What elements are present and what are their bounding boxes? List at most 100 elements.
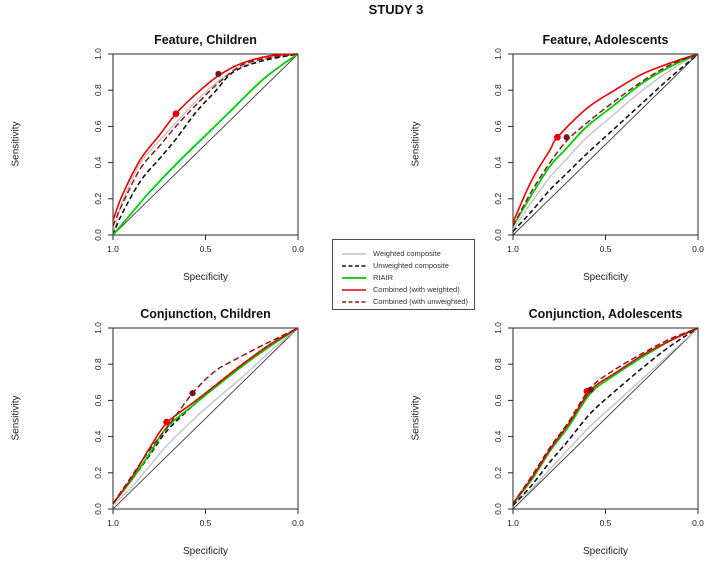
roc-curve-weighted: [512, 53, 699, 230]
roc-curve-riair: [512, 53, 699, 227]
x-tick-label: 0.0: [692, 244, 704, 254]
legend-swatch-unweighted: [342, 256, 366, 274]
y-axis-label-feature-children: Sensitivity: [10, 121, 22, 167]
legend-label: Weighted composite: [373, 248, 441, 258]
panel-feature-children: Feature, Children 0.0 0.2 0.4 0.6 0.8 1.0 1.0 0.…: [75, 28, 315, 290]
y-tick-label: 0.8: [493, 358, 503, 370]
legend-swatch-combined_w: [342, 280, 366, 298]
panel-title: Feature, Adolescents: [543, 33, 669, 47]
x-axis-label: Specificity: [183, 272, 228, 283]
x-tick-label: 0.5: [600, 244, 612, 254]
roc-plot: Conjunction, Adolescents 0.0 0.2 0.4 0.6 0.8 1…: [493, 307, 704, 557]
roc-curve-combined_u: [112, 53, 299, 227]
panel-title: Conjunction, Children: [140, 307, 271, 321]
cutpoint-marker-combined_u: [587, 386, 594, 393]
legend-label: Unweighted composite: [373, 260, 449, 270]
y-tick-label: 0.4: [93, 430, 103, 442]
chance-diagonal-line: [112, 53, 299, 236]
y-tick-label: 0.0: [493, 503, 503, 515]
y-axis-label-conjunction-adolescents: Sensitivity: [410, 395, 422, 441]
panel-feature-adolescents: Feature, Adolescents 0.0 0.2 0.4 0.6 0.8 1.0 1.…: [475, 28, 708, 290]
y-tick-label: 0.0: [93, 503, 103, 515]
y-tick-label: 0.4: [493, 430, 503, 442]
legend-swatch-combined_u: [342, 292, 366, 310]
legend-item-unweighted: Unweighted composite: [342, 259, 474, 271]
roc-curve-weighted: [112, 327, 299, 506]
roc-curve-unweighted: [512, 53, 699, 232]
y-tick-label: 0.0: [493, 229, 503, 241]
roc-curve-weighted: [512, 327, 699, 506]
x-tick-label: 1.0: [507, 518, 519, 528]
cutpoint-marker-combined_w: [172, 110, 180, 118]
panel-conjunction-adolescents: Conjunction, Adolescents 0.0 0.2 0.4 0.6 0.8 1…: [475, 302, 708, 564]
legend-label: Combined (with unweighted): [373, 296, 469, 306]
y-tick-label: 0.6: [93, 394, 103, 406]
x-tick-label: 1.0: [107, 244, 119, 254]
y-tick-label: 1.0: [493, 322, 503, 334]
y-tick-label: 0.4: [93, 156, 103, 168]
y-tick-label: 1.0: [93, 322, 103, 334]
roc-curve-combined_u: [512, 53, 699, 227]
roc-plot: Conjunction, Children 0.0 0.2 0.4 0.6 0.8 1.0 1…: [93, 307, 304, 557]
y-tick-label: 0.8: [493, 84, 503, 96]
y-tick-label: 0.8: [93, 358, 103, 370]
legend-box: Weighted composite Unweighted composite RI…: [332, 239, 475, 310]
cutpoint-marker-combined_w: [163, 418, 171, 426]
x-tick-label: 0.5: [200, 244, 212, 254]
y-tick-label: 0.2: [93, 467, 103, 479]
roc-curve-combined_u: [112, 327, 299, 504]
y-tick-label: 0.8: [93, 84, 103, 96]
y-tick-label: 0.2: [493, 467, 503, 479]
roc-curve-riair: [112, 327, 299, 505]
roc-curve-riair: [512, 327, 699, 505]
panel-title: Feature, Children: [154, 33, 257, 47]
y-tick-label: 1.0: [493, 48, 503, 60]
legend-swatch-weighted: [342, 244, 366, 262]
x-axis-label: Specificity: [583, 272, 628, 283]
y-axis-label-feature-adolescents: Sensitivity: [410, 121, 422, 167]
legend-item-combined_u: Combined (with unweighted): [342, 295, 474, 307]
cutpoint-marker-combined_u: [215, 70, 222, 78]
cutpoint-marker-combined_u: [189, 390, 196, 397]
x-tick-label: 0.5: [600, 518, 612, 528]
legend-item-weighted: Weighted composite: [342, 247, 474, 259]
roc-curve-unweighted: [512, 327, 699, 506]
roc-curve-combined_w: [512, 53, 699, 223]
x-tick-label: 0.0: [692, 518, 704, 528]
y-tick-label: 0.6: [493, 394, 503, 406]
x-tick-label: 0.0: [292, 518, 304, 528]
panel-conjunction-children: Conjunction, Children 0.0 0.2 0.4 0.6 0.8 1.0 1…: [75, 302, 315, 564]
y-tick-label: 0.2: [93, 193, 103, 205]
chance-diagonal-line: [512, 327, 699, 510]
roc-curve-weighted: [112, 53, 299, 236]
x-axis-label: Specificity: [583, 546, 628, 557]
roc-plot: Feature, Adolescents 0.0 0.2 0.4 0.6 0.8 1.0 1.…: [493, 33, 704, 283]
legend-item-riair: RIAIR: [342, 271, 474, 283]
y-tick-label: 0.6: [93, 120, 103, 132]
cutpoint-marker-combined_u: [563, 134, 570, 141]
roc-plot: Feature, Children 0.0 0.2 0.4 0.6 0.8 1.0 1.0 0.…: [93, 33, 304, 283]
legend-swatch-riair: [342, 268, 366, 286]
roc-curve-riair: [112, 53, 299, 236]
y-tick-label: 1.0: [93, 48, 103, 60]
x-tick-label: 1.0: [507, 244, 519, 254]
chance-diagonal-line: [512, 53, 699, 236]
cutpoint-marker-combined_w: [554, 133, 561, 141]
y-tick-label: 0.0: [93, 229, 103, 241]
y-axis-label-conjunction-children: Sensitivity: [10, 395, 22, 441]
x-tick-label: 1.0: [107, 518, 119, 528]
x-tick-label: 0.5: [200, 518, 212, 528]
x-tick-label: 0.0: [292, 244, 304, 254]
roc-curve-combined_u: [512, 327, 699, 504]
x-axis-label: Specificity: [183, 546, 228, 557]
figure-title: STUDY 3: [368, 2, 424, 17]
y-tick-label: 0.2: [493, 193, 503, 205]
y-tick-label: 0.4: [493, 156, 503, 168]
roc-curve-combined_w: [512, 327, 699, 505]
chance-diagonal-line: [112, 327, 299, 510]
roc-curve-combined_w: [112, 53, 299, 221]
y-tick-label: 0.6: [493, 120, 503, 132]
roc-curve-unweighted: [112, 53, 299, 236]
legend-label: RIAIR: [373, 272, 394, 282]
